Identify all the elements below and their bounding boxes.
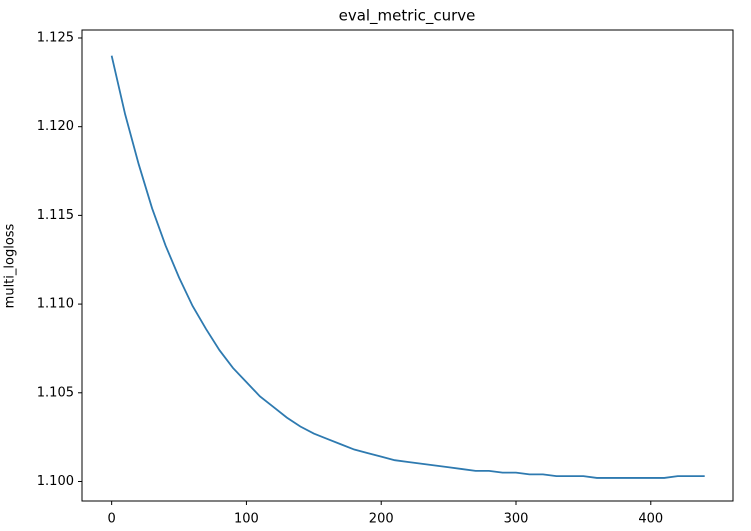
y-tick-label: 1.110	[37, 297, 74, 312]
chart-title: eval_metric_curve	[339, 7, 476, 26]
y-axis-label: multi_logloss	[3, 223, 18, 308]
y-tick-label: 1.100	[37, 474, 74, 489]
x-tick-label: 400	[638, 512, 663, 527]
y-tick-label: 1.105	[37, 385, 74, 400]
y-tick-label: 1.125	[37, 30, 74, 45]
y-tick-label: 1.115	[37, 208, 74, 223]
data-line	[110, 55, 705, 479]
plot-frame	[81, 29, 734, 502]
x-tick-label: 100	[234, 512, 259, 527]
x-tick-label: 200	[369, 512, 394, 527]
y-tick-label: 1.120	[37, 119, 74, 134]
x-tick-label: 300	[504, 512, 529, 527]
x-tick-label: 0	[108, 512, 116, 527]
